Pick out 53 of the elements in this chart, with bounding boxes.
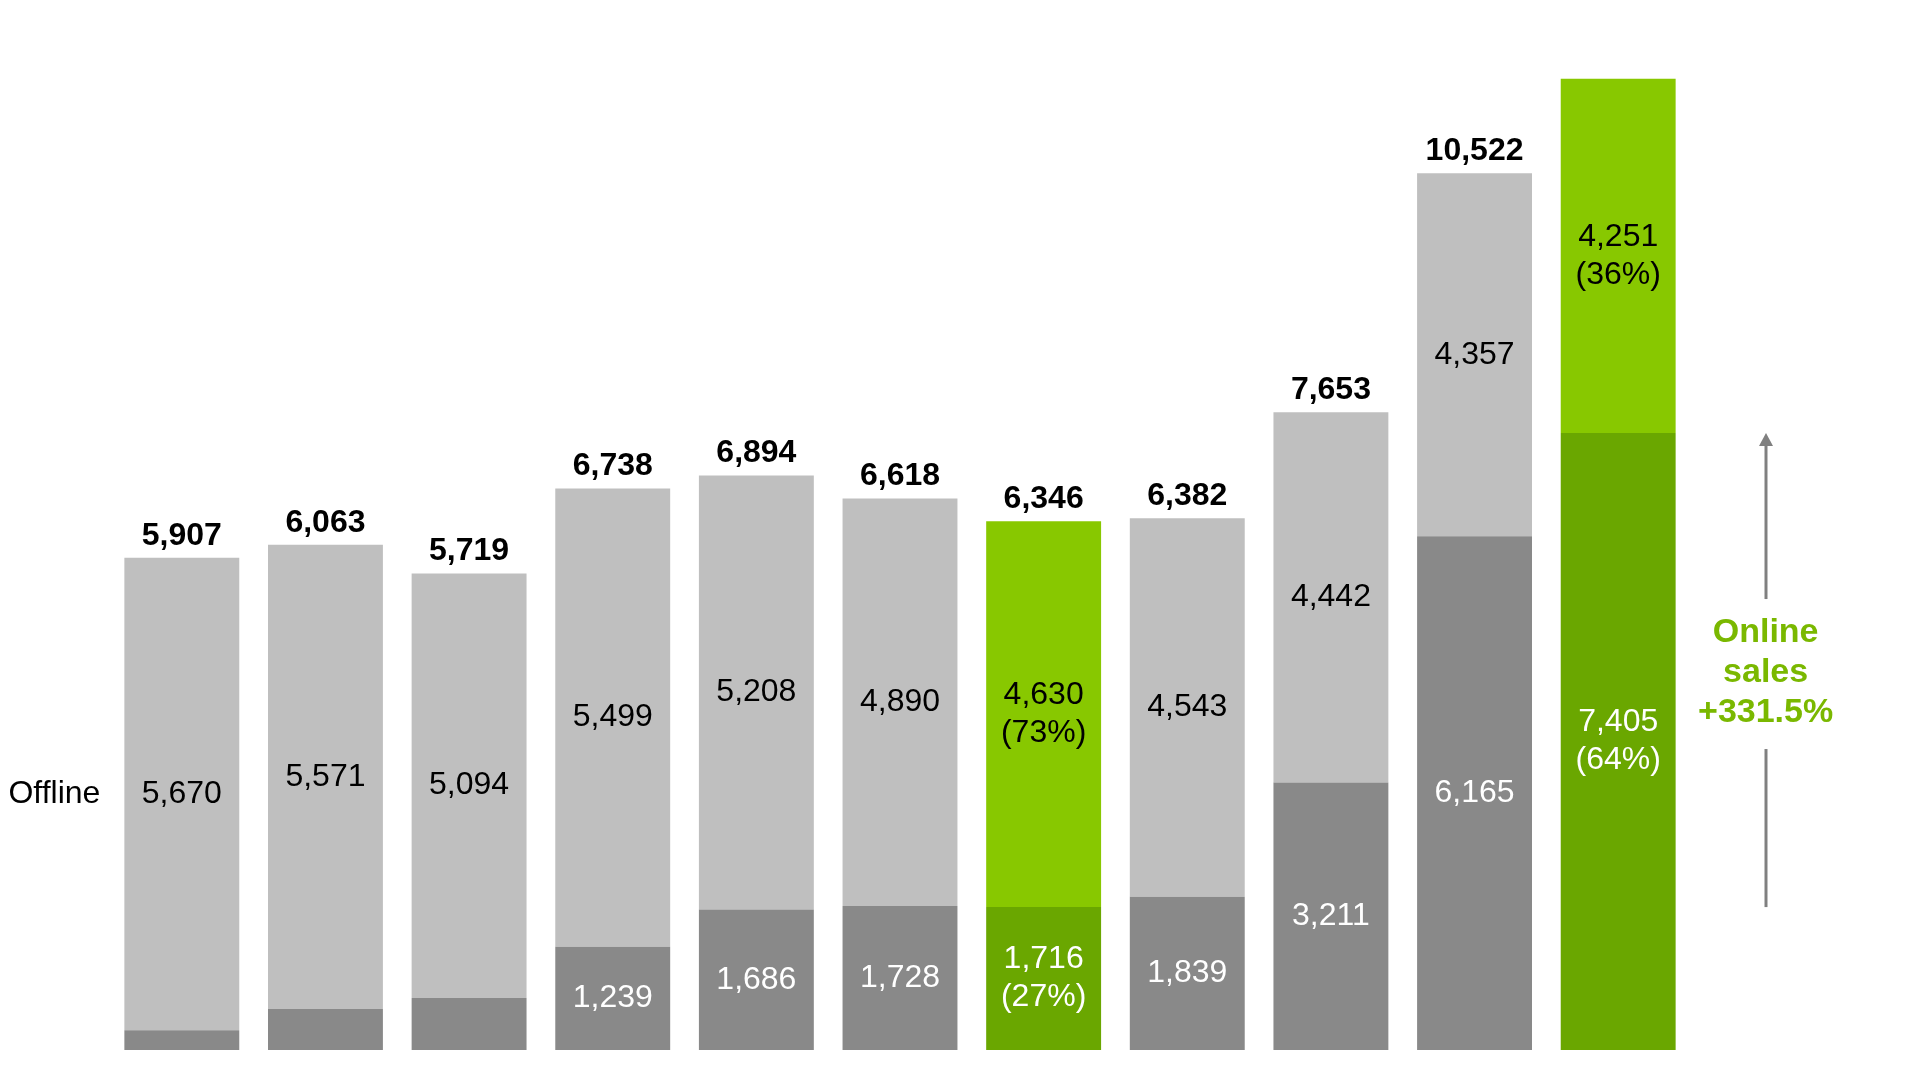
data-label: 4,630 (73%) [1000, 674, 1087, 749]
bar [986, 907, 1102, 1050]
data-label: 1,716 (27%) [1000, 939, 1087, 1014]
total-label: 6,618 [859, 456, 941, 493]
data-label: 4,251 (36%) [1575, 216, 1661, 291]
bar [411, 997, 527, 1050]
bar [698, 475, 814, 910]
total-label: 5,719 [429, 531, 510, 568]
bar [1129, 896, 1245, 1050]
text: Online sales +331.5% [1697, 609, 1835, 730]
data-label: 1,728 [859, 957, 941, 994]
data-label: 4,442 [1290, 577, 1371, 614]
data-label: 5,499 [572, 697, 653, 734]
data-label: 6,165 [1434, 772, 1515, 809]
data-label: 4,357 [1434, 334, 1515, 371]
total-label: 7,653 [1290, 370, 1371, 407]
bar [268, 1009, 383, 1050]
data-label: 4,543 [1147, 687, 1228, 724]
total-label: 6,894 [716, 433, 797, 470]
data-label: 5,571 [285, 756, 366, 793]
bar [1417, 173, 1532, 537]
bar [986, 521, 1102, 907]
data-label: 1,839 [1147, 953, 1228, 990]
bar [411, 573, 527, 998]
bar [124, 557, 240, 1031]
total-label: 6,738 [572, 446, 653, 483]
data-label: 3,211 [1292, 896, 1370, 933]
bar [1273, 412, 1389, 783]
bar [555, 946, 671, 1050]
bar [555, 488, 671, 947]
series-label: Offline [8, 773, 101, 810]
data-label: 1,686 [716, 959, 797, 996]
data-label: 7,405 (64%) [1575, 702, 1661, 777]
bar [1417, 536, 1532, 1050]
data-label: 5,670 [141, 773, 222, 810]
data-label: 5,208 [716, 672, 797, 709]
bar [698, 909, 814, 1050]
bar [124, 1030, 240, 1050]
data-label: 5,094 [429, 765, 510, 802]
bar [268, 544, 383, 1009]
total-label: 5,907 [141, 515, 222, 552]
bar [1273, 782, 1389, 1050]
total-label: 10,522 [1425, 130, 1524, 167]
total-label: 6,063 [285, 502, 366, 539]
bar [842, 906, 958, 1050]
data-label: 4,890 [859, 682, 941, 719]
bar [1129, 518, 1245, 897]
bar [1560, 78, 1676, 433]
data-label: 1,239 [572, 978, 653, 1015]
bar [842, 498, 958, 906]
bar [1560, 432, 1676, 1050]
total-label: 6,382 [1147, 475, 1228, 512]
total-label: 6,346 [1003, 478, 1084, 515]
